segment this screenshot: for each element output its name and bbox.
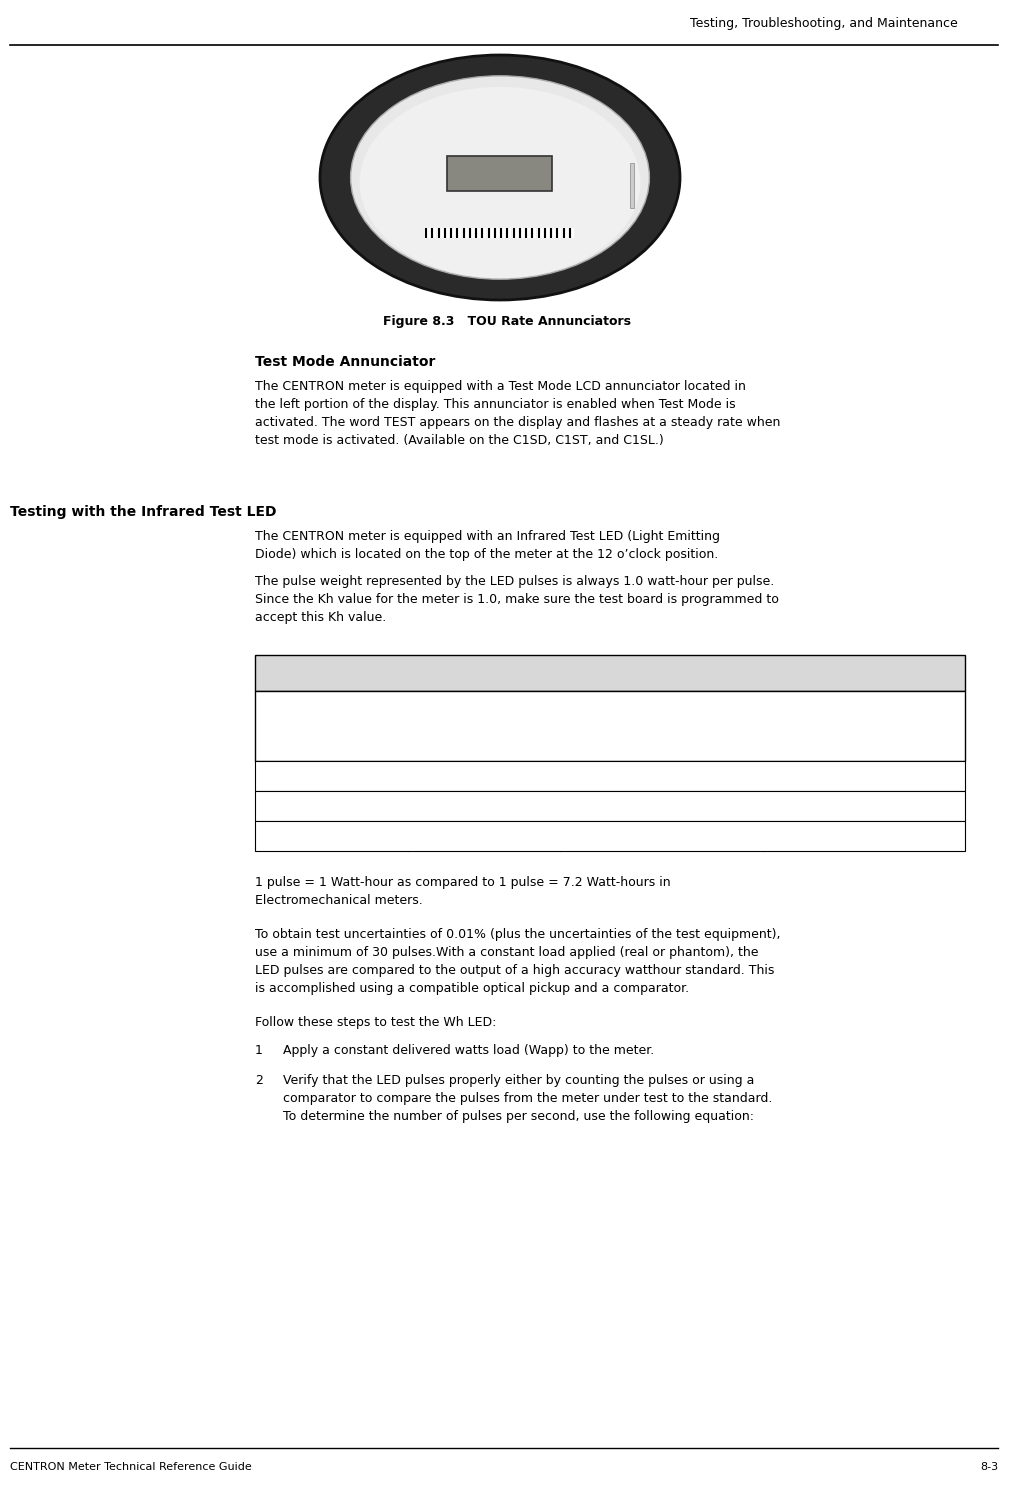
Bar <box>553 228 555 237</box>
Bar <box>428 228 431 237</box>
Bar <box>562 228 564 237</box>
Text: Apply a constant delivered watts load (Wapp) to the meter.: Apply a constant delivered watts load (W… <box>283 1044 654 1056</box>
Bar <box>630 162 633 207</box>
Text: TEST: TEST <box>450 171 463 176</box>
Bar <box>572 228 574 237</box>
Bar <box>438 228 440 237</box>
Bar <box>481 228 483 237</box>
Text: 15: 15 <box>856 769 871 782</box>
Bar <box>435 228 437 237</box>
Text: The CENTRON meter is equipped with an Infrared Test LED (Light Emitting
Diode) w: The CENTRON meter is equipped with an In… <box>255 530 720 562</box>
Bar <box>503 228 505 237</box>
Text: Figure 8.3   TOU Rate Annunciators: Figure 8.3 TOU Rate Annunciators <box>383 314 630 328</box>
Text: Test Mode Annunciator: Test Mode Annunciator <box>255 355 436 370</box>
Text: 8-3: 8-3 <box>980 1462 998 1472</box>
Text: 7: 7 <box>657 830 666 842</box>
Text: Follow these steps to test the Wh LED:: Follow these steps to test the Wh LED: <box>255 1016 496 1030</box>
Text: Light Load: Light Load <box>301 800 362 812</box>
Text: 7: 7 <box>657 769 666 782</box>
Text: 1 pulse = 1 Watt-hour as compared to 1 pulse = 7.2 Watt-hours in
Electromechanic: 1 pulse = 1 Watt-hour as compared to 1 p… <box>255 876 671 907</box>
Text: CL 200 240V3W TYPE C1SL   30TA 1.0Kh: CL 200 240V3W TYPE C1SL 30TA 1.0Kh <box>480 200 591 204</box>
Bar <box>544 228 546 237</box>
Ellipse shape <box>360 86 640 279</box>
Text: Testing, Troubleshooting, and Maintenance: Testing, Troubleshooting, and Maintenanc… <box>690 16 958 30</box>
Text: 6: 6 <box>657 800 666 812</box>
Text: # OF PULSES REQUIRED ON TEST BOARDS: # OF PULSES REQUIRED ON TEST BOARDS <box>453 666 768 679</box>
Text: 1: 1 <box>255 1044 263 1056</box>
Bar <box>255 821 965 851</box>
Text: 2: 2 <box>255 1074 263 1088</box>
Bar <box>568 228 570 237</box>
Text: Verify that the LED pulses properly either by counting the pulses or using a
com: Verify that the LED pulses properly eith… <box>283 1074 772 1123</box>
Bar <box>547 228 549 237</box>
Bar <box>441 228 443 237</box>
Bar <box>255 791 965 821</box>
Text: Power Factor: Power Factor <box>294 830 369 842</box>
Bar <box>475 228 477 237</box>
Bar <box>484 228 486 237</box>
Text: To obtain test uncertainties of 0.01% (plus the uncertainties of the test equipm: To obtain test uncertainties of 0.01% (p… <box>255 928 780 995</box>
Bar <box>535 228 537 237</box>
Bar <box>493 228 495 237</box>
Bar <box>444 228 446 237</box>
Text: ALT A B C D TOTAL KWH kQ Y: ALT A B C D TOTAL KWH kQ Y <box>499 177 556 182</box>
Text: 10: 10 <box>476 830 491 842</box>
Bar <box>472 228 474 237</box>
Ellipse shape <box>320 55 680 299</box>
Text: CENTRON™: CENTRON™ <box>479 119 521 125</box>
Bar <box>490 228 492 237</box>
Bar <box>463 228 465 237</box>
Bar <box>459 228 461 237</box>
Bar <box>541 228 543 237</box>
Bar <box>453 228 455 237</box>
Text: Testing with the Infrared Test LED: Testing with the Infrared Test LED <box>10 505 277 519</box>
Ellipse shape <box>350 76 649 279</box>
Bar <box>448 155 552 191</box>
Bar <box>450 228 452 237</box>
Bar <box>556 228 558 237</box>
Bar <box>432 228 434 237</box>
Text: CA 0.5
FM2S
60HZ: CA 0.5 FM2S 60HZ <box>575 210 591 226</box>
Bar <box>519 228 521 237</box>
Bar <box>506 228 509 237</box>
Bar <box>255 656 965 691</box>
Bar <box>510 228 512 237</box>
Bar <box>531 228 533 237</box>
Text: 120V 3S,
240V 3S,
240V 4S: 120V 3S, 240V 3S, 240V 4S <box>630 702 693 749</box>
Bar <box>525 228 527 237</box>
Text: CENTRON Meter Technical Reference Guide: CENTRON Meter Technical Reference Guide <box>10 1462 252 1472</box>
Bar <box>513 228 515 237</box>
Bar <box>478 228 480 237</box>
Bar <box>447 228 449 237</box>
Bar <box>559 228 561 237</box>
Text: The CENTRON meter is equipped with a Test Mode LCD annunciator located in
the le: The CENTRON meter is equipped with a Tes… <box>255 380 780 447</box>
Bar <box>565 228 567 237</box>
Text: 7: 7 <box>860 800 867 812</box>
Bar <box>516 228 518 237</box>
Text: The pulse weight represented by the LED pulses is always 1.0 watt-hour per pulse: The pulse weight represented by the LED … <box>255 575 779 624</box>
Text: 10: 10 <box>476 769 491 782</box>
Text: 10: 10 <box>476 800 491 812</box>
Text: 12: 12 <box>856 830 871 842</box>
Bar <box>469 228 471 237</box>
Bar <box>466 228 468 237</box>
Text: TEST: TEST <box>557 158 569 164</box>
Bar <box>487 228 489 237</box>
Bar <box>456 228 458 237</box>
Bar <box>496 228 499 237</box>
Text: Schlumberger: Schlumberger <box>473 106 527 115</box>
Bar <box>500 228 502 237</box>
Text: Full Load: Full Load <box>305 769 358 782</box>
Bar <box>425 228 427 237</box>
Bar <box>538 228 540 237</box>
Bar <box>522 228 524 237</box>
Text: 1S & 2S CL200: 1S & 2S CL200 <box>433 720 536 733</box>
Bar <box>255 761 965 791</box>
Text: 888.: 888. <box>450 158 475 168</box>
Bar <box>255 691 965 761</box>
Text: 12S & 25S, 2S
CL 320: 12S & 25S, 2S CL 320 <box>814 711 914 741</box>
Text: 8888.88: 8888.88 <box>470 159 526 173</box>
Bar <box>528 228 530 237</box>
Bar <box>550 228 552 237</box>
